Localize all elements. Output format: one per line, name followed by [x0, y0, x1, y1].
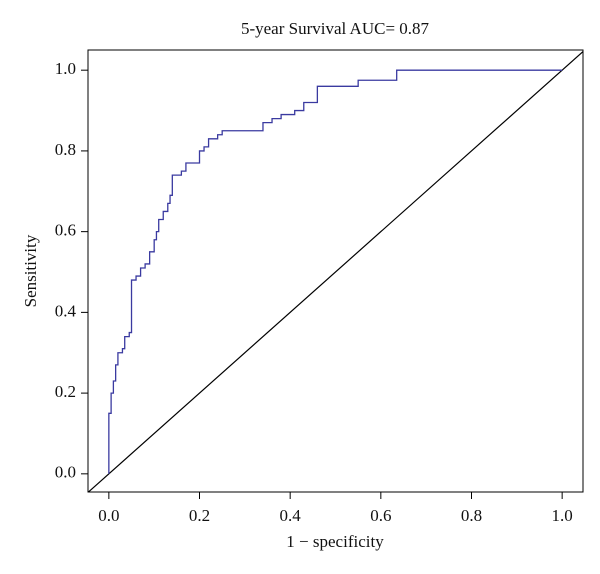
y-axis-label: Sensitivity — [21, 234, 40, 307]
x-tick-label: 0.6 — [370, 506, 391, 525]
x-tick-label: 1.0 — [552, 506, 573, 525]
reference-line — [88, 51, 583, 492]
y-tick-label: 1.0 — [55, 59, 76, 78]
x-axis-label: 1 − specificity — [286, 532, 384, 551]
y-tick-label: 0.8 — [55, 140, 76, 159]
y-tick-label: 0.4 — [55, 301, 77, 320]
x-tick-label: 0.0 — [98, 506, 119, 525]
chart-title: 5-year Survival AUC= 0.87 — [241, 19, 430, 38]
x-tick-label: 0.8 — [461, 506, 482, 525]
roc-curve — [108, 69, 563, 474]
x-tick-label: 0.4 — [280, 506, 302, 525]
y-tick-label: 0.2 — [55, 382, 76, 401]
y-tick-label: 0.6 — [55, 221, 76, 240]
x-tick-label: 0.2 — [189, 506, 210, 525]
plot-frame — [87, 49, 584, 493]
y-tick-label: 0.0 — [55, 463, 76, 482]
